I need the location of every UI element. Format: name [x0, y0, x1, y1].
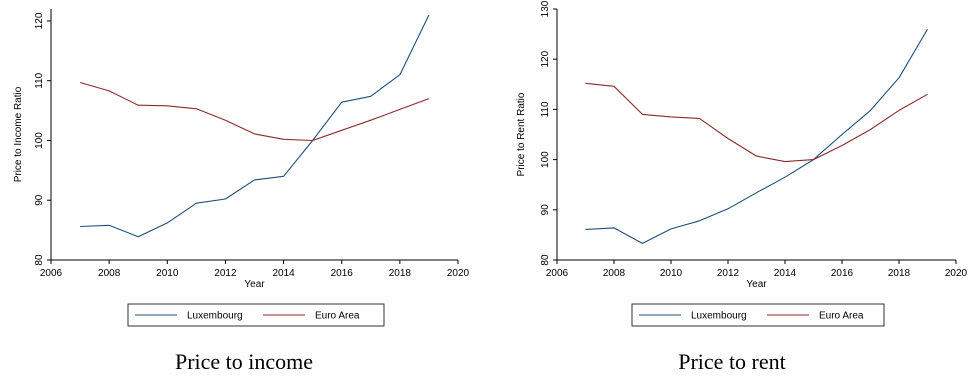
y-axis-title: Price to Income Ratio: [13, 86, 24, 182]
x-tick-label: 2020: [945, 268, 968, 279]
legend-label: Luxembourg: [187, 311, 243, 322]
y-tick-label: 80: [34, 254, 45, 266]
series-line-luxembourg: [585, 28, 928, 244]
y-tick-label: 110: [34, 72, 45, 88]
x-tick-label: 2018: [389, 268, 412, 279]
series-line-euro-area: [79, 81, 430, 142]
x-tick-label: 2018: [888, 268, 911, 279]
y-tick-label: 90: [540, 204, 551, 216]
y-tick-label: 100: [540, 151, 551, 168]
x-tick-label: 2010: [660, 268, 683, 279]
series-line-luxembourg: [80, 14, 430, 238]
x-tick-label: 2012: [717, 268, 740, 279]
x-tick-label: 2016: [831, 268, 854, 279]
x-tick-label: 2010: [156, 268, 179, 279]
y-tick-label: 110: [540, 101, 551, 117]
y-tick-label: 80: [540, 254, 551, 266]
x-tick-label: 2012: [214, 268, 237, 279]
x-axis-title: Year: [746, 279, 767, 290]
y-tick-label: 90: [34, 194, 45, 206]
legend-label: Euro Area: [315, 311, 360, 322]
x-tick-label: 2006: [40, 268, 63, 279]
x-tick-label: 2016: [331, 268, 354, 279]
chart-panel-price-to-rent: 80 90 100 110 120 130 2006 2008 2010 2012 2014 2016…: [488, 0, 975, 378]
x-tick-label: 2008: [98, 268, 121, 279]
x-tick-label: 2014: [774, 268, 797, 279]
line-chart: 80 90 100 110 120 130 2006 2008 2010 2012 2014 2016…: [516, 0, 968, 327]
legend-label: Euro Area: [819, 311, 864, 322]
series-line-euro-area: [585, 82, 928, 163]
x-tick-label: 2020: [447, 268, 470, 279]
y-tick-label: 120: [34, 12, 45, 29]
x-axis-title: Year: [244, 279, 265, 290]
y-tick-label: 130: [540, 0, 551, 17]
y-tick-label: 120: [540, 50, 551, 67]
x-tick-label: 2008: [603, 268, 626, 279]
y-tick-label: 100: [34, 132, 45, 149]
line-chart: 80 90 100 110 120 2006 2008 2010 2012 2014 2016 201…: [13, 9, 470, 327]
legend-box: [127, 303, 385, 327]
y-axis-title: Price to Rent Ratio: [516, 92, 527, 176]
x-tick-label: 2014: [272, 268, 295, 279]
chart-caption: Price to rent: [678, 349, 786, 374]
legend-box: [631, 303, 885, 327]
chart-panel-price-to-income: 80 90 100 110 120 2006 2008 2010 2012 2014 2016 201…: [13, 9, 470, 374]
x-tick-label: 2006: [546, 268, 569, 279]
chart-caption: Price to income: [174, 349, 314, 374]
legend-label: Luxembourg: [691, 311, 747, 322]
